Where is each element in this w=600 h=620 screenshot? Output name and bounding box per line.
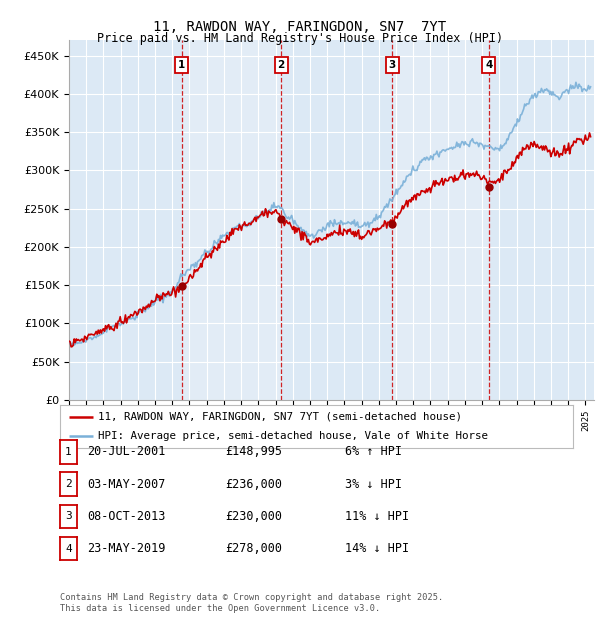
Text: £278,000: £278,000	[225, 542, 282, 555]
Text: 1: 1	[65, 447, 72, 457]
Text: 11, RAWDON WAY, FARINGDON, SN7 7YT (semi-detached house): 11, RAWDON WAY, FARINGDON, SN7 7YT (semi…	[98, 412, 463, 422]
Text: 4: 4	[65, 544, 72, 554]
Text: Contains HM Land Registry data © Crown copyright and database right 2025.
This d: Contains HM Land Registry data © Crown c…	[60, 593, 443, 613]
Text: 3: 3	[65, 512, 72, 521]
Text: 2: 2	[278, 60, 285, 70]
Text: 03-MAY-2007: 03-MAY-2007	[87, 478, 166, 490]
Bar	[182, 40, 281, 400]
Bar	[392, 40, 489, 400]
Text: 1: 1	[178, 60, 185, 70]
Text: 4: 4	[485, 60, 493, 70]
Text: 6% ↑ HPI: 6% ↑ HPI	[345, 446, 402, 458]
Text: 20-JUL-2001: 20-JUL-2001	[87, 446, 166, 458]
Text: £236,000: £236,000	[225, 478, 282, 490]
Text: HPI: Average price, semi-detached house, Vale of White Horse: HPI: Average price, semi-detached house,…	[98, 432, 488, 441]
Text: Price paid vs. HM Land Registry's House Price Index (HPI): Price paid vs. HM Land Registry's House …	[97, 32, 503, 45]
Text: 08-OCT-2013: 08-OCT-2013	[87, 510, 166, 523]
Text: £230,000: £230,000	[225, 510, 282, 523]
Text: 11, RAWDON WAY, FARINGDON, SN7  7YT: 11, RAWDON WAY, FARINGDON, SN7 7YT	[154, 20, 446, 34]
Text: 2: 2	[65, 479, 72, 489]
Text: 14% ↓ HPI: 14% ↓ HPI	[345, 542, 409, 555]
Text: £148,995: £148,995	[225, 446, 282, 458]
Text: 3% ↓ HPI: 3% ↓ HPI	[345, 478, 402, 490]
Text: 11% ↓ HPI: 11% ↓ HPI	[345, 510, 409, 523]
Text: 23-MAY-2019: 23-MAY-2019	[87, 542, 166, 555]
Text: 3: 3	[388, 60, 396, 70]
